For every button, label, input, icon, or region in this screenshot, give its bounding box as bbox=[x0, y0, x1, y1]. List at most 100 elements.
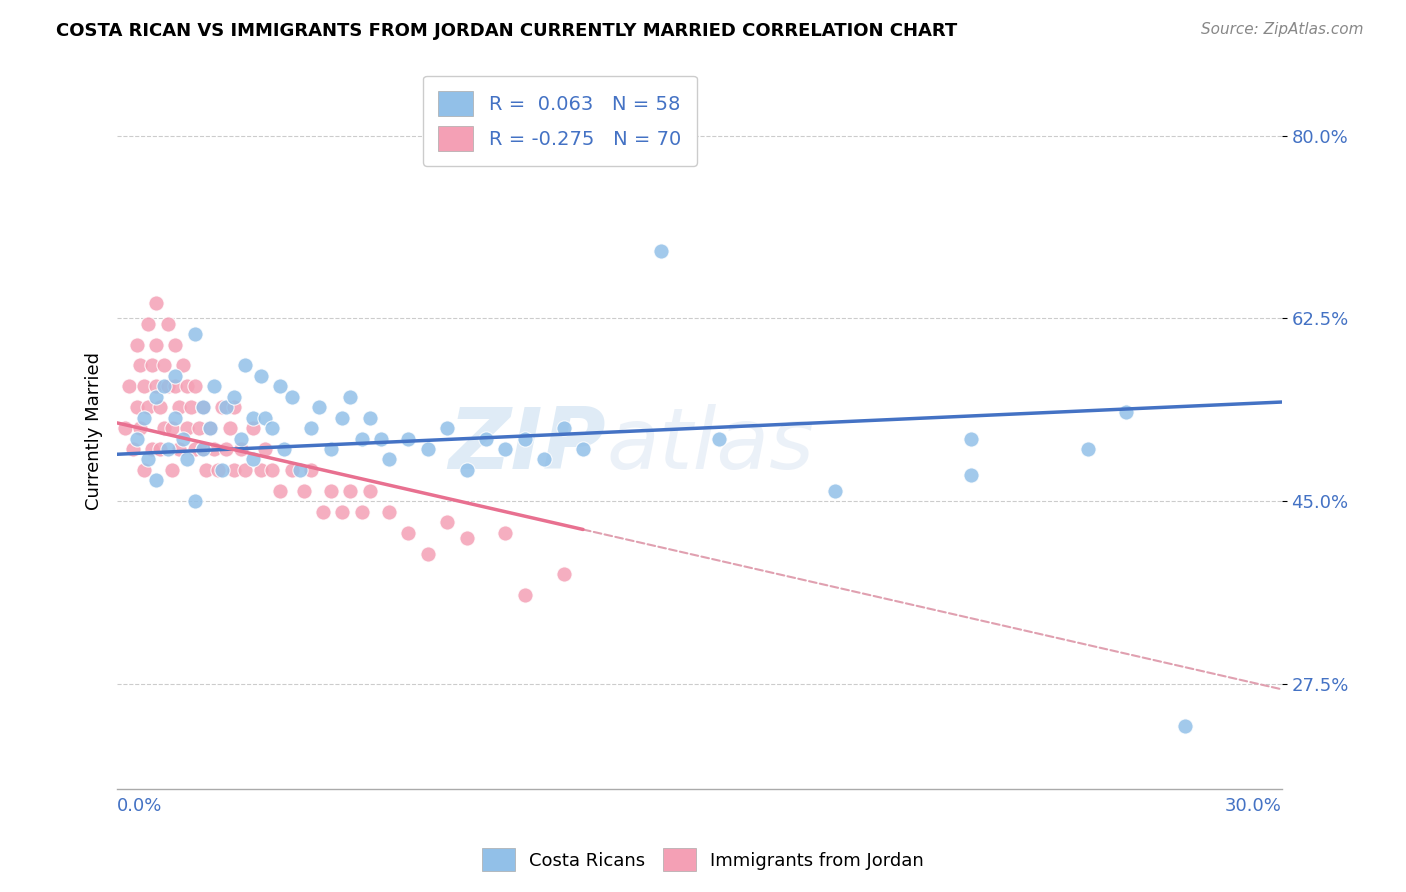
Point bbox=[165, 337, 187, 351]
Point bbox=[233, 359, 256, 373]
Point bbox=[416, 442, 439, 456]
Point bbox=[141, 442, 163, 456]
Point bbox=[553, 567, 575, 582]
Point bbox=[145, 295, 167, 310]
Point bbox=[184, 379, 207, 393]
Point bbox=[1077, 442, 1099, 456]
Point bbox=[134, 379, 156, 393]
Point bbox=[222, 390, 245, 404]
Point bbox=[180, 401, 202, 415]
Point bbox=[172, 432, 194, 446]
Text: 30.0%: 30.0% bbox=[1225, 797, 1282, 815]
Point bbox=[184, 442, 207, 456]
Point bbox=[242, 421, 264, 435]
Point bbox=[250, 368, 273, 383]
Point bbox=[187, 421, 209, 435]
Point bbox=[350, 505, 373, 519]
Point bbox=[1115, 405, 1137, 419]
Point bbox=[145, 390, 167, 404]
Point bbox=[172, 359, 194, 373]
Point bbox=[1174, 719, 1197, 733]
Point bbox=[149, 401, 172, 415]
Point bbox=[222, 401, 245, 415]
Point bbox=[152, 421, 174, 435]
Point bbox=[191, 442, 214, 456]
Text: atlas: atlas bbox=[606, 403, 814, 486]
Point bbox=[200, 421, 222, 435]
Point bbox=[269, 483, 291, 498]
Point bbox=[152, 379, 174, 393]
Point bbox=[824, 483, 846, 498]
Point bbox=[134, 410, 156, 425]
Legend: Costa Ricans, Immigrants from Jordan: Costa Ricans, Immigrants from Jordan bbox=[475, 841, 931, 879]
Point bbox=[707, 432, 730, 446]
Point bbox=[370, 432, 392, 446]
Point bbox=[269, 379, 291, 393]
Point bbox=[396, 432, 419, 446]
Legend: R =  0.063   N = 58, R = -0.275   N = 70: R = 0.063 N = 58, R = -0.275 N = 70 bbox=[423, 76, 696, 166]
Point bbox=[319, 442, 342, 456]
Point bbox=[184, 327, 207, 342]
Point bbox=[533, 452, 555, 467]
Point bbox=[456, 531, 478, 545]
Point bbox=[169, 442, 191, 456]
Point bbox=[195, 463, 218, 477]
Point bbox=[494, 525, 516, 540]
Point bbox=[553, 421, 575, 435]
Point bbox=[200, 421, 222, 435]
Point bbox=[222, 463, 245, 477]
Point bbox=[134, 463, 156, 477]
Point bbox=[513, 588, 536, 602]
Point bbox=[136, 317, 159, 331]
Point bbox=[125, 432, 148, 446]
Point bbox=[152, 359, 174, 373]
Y-axis label: Currently Married: Currently Married bbox=[86, 351, 103, 509]
Point bbox=[165, 379, 187, 393]
Point bbox=[456, 463, 478, 477]
Text: 0.0%: 0.0% bbox=[117, 797, 163, 815]
Point bbox=[231, 442, 253, 456]
Point bbox=[191, 401, 214, 415]
Point bbox=[202, 442, 225, 456]
Point bbox=[136, 401, 159, 415]
Point bbox=[165, 410, 187, 425]
Point bbox=[513, 432, 536, 446]
Point bbox=[330, 505, 353, 519]
Point bbox=[436, 421, 458, 435]
Point bbox=[262, 421, 284, 435]
Text: Source: ZipAtlas.com: Source: ZipAtlas.com bbox=[1201, 22, 1364, 37]
Point bbox=[494, 442, 516, 456]
Point bbox=[416, 547, 439, 561]
Point bbox=[339, 483, 361, 498]
Point bbox=[176, 452, 198, 467]
Point bbox=[125, 337, 148, 351]
Point bbox=[330, 410, 353, 425]
Point bbox=[211, 463, 233, 477]
Point bbox=[299, 463, 322, 477]
Point bbox=[250, 463, 273, 477]
Point bbox=[475, 432, 498, 446]
Point bbox=[359, 483, 381, 498]
Point bbox=[292, 483, 315, 498]
Point bbox=[160, 421, 183, 435]
Point bbox=[169, 401, 191, 415]
Point bbox=[308, 401, 330, 415]
Point bbox=[184, 494, 207, 508]
Point bbox=[650, 244, 672, 258]
Point bbox=[156, 317, 179, 331]
Point bbox=[207, 463, 229, 477]
Point bbox=[118, 379, 141, 393]
Point bbox=[215, 442, 238, 456]
Point bbox=[396, 525, 419, 540]
Point bbox=[191, 401, 214, 415]
Point bbox=[436, 515, 458, 529]
Point bbox=[156, 442, 179, 456]
Point bbox=[242, 452, 264, 467]
Point bbox=[253, 410, 276, 425]
Point bbox=[129, 359, 152, 373]
Text: COSTA RICAN VS IMMIGRANTS FROM JORDAN CURRENTLY MARRIED CORRELATION CHART: COSTA RICAN VS IMMIGRANTS FROM JORDAN CU… bbox=[56, 22, 957, 40]
Point bbox=[350, 432, 373, 446]
Point bbox=[233, 463, 256, 477]
Point bbox=[114, 421, 136, 435]
Point bbox=[312, 505, 335, 519]
